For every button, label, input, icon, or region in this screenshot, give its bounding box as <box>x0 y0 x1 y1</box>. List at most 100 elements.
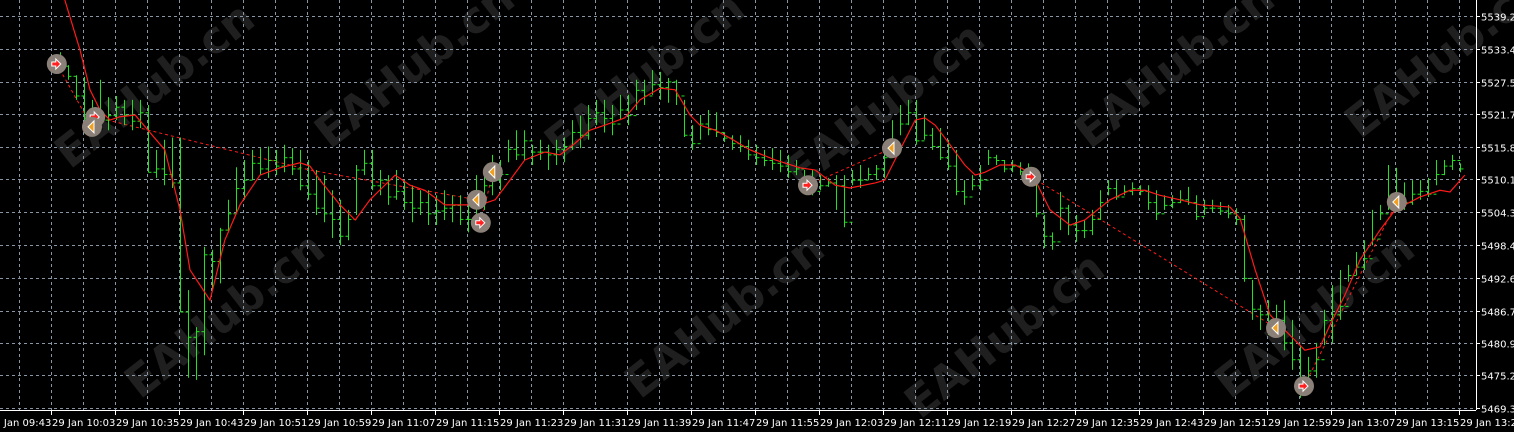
ohlc-bar <box>513 130 520 160</box>
time-tick-label: 29 Jan 13:07 <box>1332 418 1395 429</box>
ohlc-bar <box>929 127 936 150</box>
sell-signal-marker[interactable] <box>482 162 503 183</box>
sell-signal-marker[interactable] <box>1266 318 1286 339</box>
ohlc-bar <box>817 175 824 192</box>
sell-triangle-icon <box>87 119 95 135</box>
ohlc-bar <box>1049 232 1056 250</box>
ohlc-bar <box>185 290 192 378</box>
buy-signal-marker[interactable] <box>470 212 491 233</box>
ohlc-bar <box>1313 342 1320 378</box>
ohlc-bar <box>969 175 976 198</box>
ohlc-bar <box>1057 191 1064 243</box>
ohlc-bar <box>537 139 544 160</box>
ohlc-bar <box>1201 199 1208 218</box>
ohlc-bar <box>1345 264 1352 307</box>
ohlc-bar <box>1081 219 1088 238</box>
sell-signal-marker[interactable] <box>882 138 902 159</box>
sell-triangle-icon <box>1271 320 1279 336</box>
ohlc-bar <box>1073 214 1080 242</box>
time-tick-label: 29 Jan 12:35 <box>1076 418 1139 429</box>
ohlc-bar <box>361 149 368 176</box>
ohlc-bar <box>937 127 944 160</box>
ohlc-bar <box>329 190 336 238</box>
ohlc-bar <box>529 140 536 165</box>
ohlc-bar <box>577 115 584 149</box>
ohlc-bar <box>417 190 424 215</box>
time-tick-label: 29 Jan 10:43 <box>180 418 243 429</box>
price-axis[interactable]: 5539.25 5533.40 5527.55 5521.70 5515.85 5510.… <box>1476 13 1514 416</box>
ohlc-bar <box>193 327 200 380</box>
price-tick-label: 5469.35 <box>1481 405 1514 416</box>
buy-signal-marker[interactable] <box>1294 376 1314 397</box>
sell-signal-marker[interactable] <box>466 189 487 210</box>
ohlc-bar <box>225 199 232 233</box>
sell-signal-marker[interactable] <box>1386 192 1407 213</box>
ohlc-bar <box>625 94 632 126</box>
ohlc-bar <box>1441 159 1448 176</box>
ohlc-bar <box>1153 190 1160 220</box>
price-tick-label: 5533.40 <box>1481 46 1514 57</box>
ohlc-bar <box>1457 160 1464 173</box>
ohlc-bar <box>1041 213 1048 249</box>
ohlc-bar <box>873 164 880 181</box>
ohlc-bar <box>657 71 664 100</box>
ohlc-bar <box>689 125 696 150</box>
ohlc-bar <box>617 94 624 125</box>
buy-arrow-icon <box>51 57 62 71</box>
ohlc-bar <box>1241 214 1248 282</box>
ohlc-bar <box>745 139 752 160</box>
time-tick-label: 29 Jan 12:19 <box>948 418 1011 429</box>
time-tick-label: 29 Jan 10:51 <box>244 418 307 429</box>
ohlc-bar <box>905 99 912 126</box>
ohlc-bars <box>57 52 1464 398</box>
ohlc-bar <box>313 170 320 215</box>
buy-arrow-icon <box>802 178 813 192</box>
ohlc-bar <box>1193 195 1200 220</box>
ohlc-bar <box>1161 195 1168 215</box>
ohlc-bar <box>401 180 408 210</box>
time-tick-label: 29 Jan 13:15 <box>1396 418 1459 429</box>
ohlc-bar <box>1377 204 1384 240</box>
ohlc-bar <box>553 139 560 165</box>
price-tick-label: 5475.20 <box>1481 372 1514 383</box>
buy-signal-marker[interactable] <box>46 53 67 74</box>
ohlc-bar <box>1009 159 1016 173</box>
ohlc-bar <box>337 199 344 246</box>
price-tick-label: 5510.15 <box>1481 176 1514 187</box>
ohlc-bar <box>385 175 392 205</box>
time-tick-label: 29 Jan 11:15 <box>436 418 499 429</box>
sell-signal-marker[interactable] <box>82 116 102 137</box>
ohlc-bar <box>201 246 208 356</box>
ohlc-bar <box>985 149 992 181</box>
ohlc-bar <box>1361 240 1368 270</box>
time-tick-label: 29 Jan 12:59 <box>1268 418 1331 429</box>
ohlc-bar <box>761 149 768 167</box>
grid <box>0 0 1476 410</box>
ohlc-bar <box>993 154 1000 165</box>
buy-signal-marker[interactable] <box>798 175 818 196</box>
ohlc-bar <box>953 149 960 196</box>
time-tick-label: 29 Jan 09:43 <box>0 418 51 429</box>
time-tick-label: 29 Jan 12:43 <box>1140 418 1203 429</box>
ohlc-bar <box>865 167 872 181</box>
ohlc-bar <box>1321 309 1328 361</box>
buy-signal-marker[interactable] <box>1021 166 1042 187</box>
ohlc-bar <box>265 146 272 178</box>
ohlc-bar <box>369 149 376 191</box>
ohlc-bar <box>153 149 160 178</box>
ohlc-bar <box>857 164 864 189</box>
sell-triangle-icon <box>1392 194 1400 210</box>
ohlc-bar <box>249 149 256 181</box>
ohlc-bar <box>913 99 920 145</box>
ohlc-bar <box>145 104 152 173</box>
price-tick-label: 5480.90 <box>1481 340 1514 351</box>
buy-arrow-icon <box>1025 170 1036 183</box>
ohlc-bar <box>1337 269 1344 320</box>
signal-connector-line <box>95 116 477 201</box>
ohlc-bar <box>945 139 952 171</box>
ohlc-bar <box>105 97 112 131</box>
ohlc-bar <box>585 104 592 140</box>
